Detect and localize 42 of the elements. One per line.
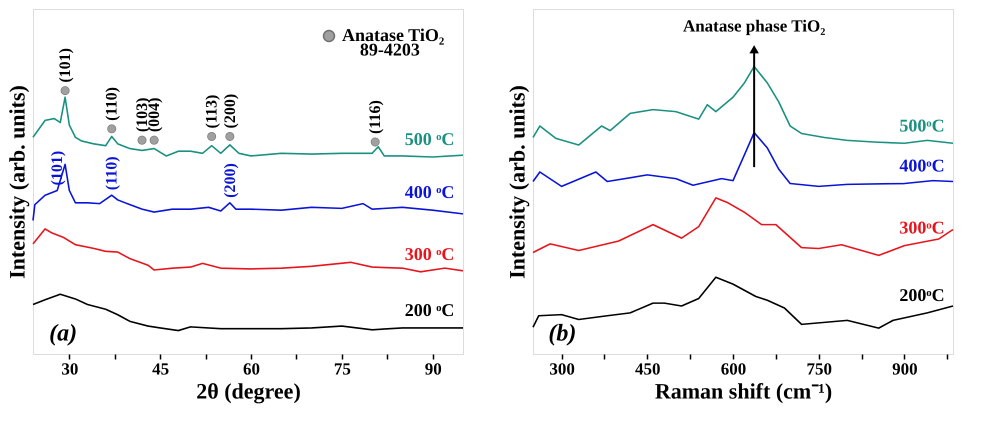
annotation: (116) [367,100,384,134]
series-label: 400 ᵒC [404,182,454,202]
x-tick-label: 750 [806,360,832,378]
legend-label: Anatase TiO₂ [342,25,444,45]
annotation: (103) [134,97,152,132]
annotation: (200) [222,94,239,128]
annotation: Anatase phase TiO₂ [682,16,826,36]
annotation: (113) [204,94,221,128]
point [60,86,70,96]
annotation: (101) [49,150,66,186]
annotation: (b) [548,320,576,346]
x-tick-label: 450 [635,360,661,378]
series-label: 400ᵒC [899,156,945,176]
point [207,132,216,141]
x-axis-title: 2θ (degree) [196,378,301,404]
x-tick-label: 60 [243,360,260,378]
x-tick-label: 600 [720,360,746,378]
x-tick-label: 300 [549,360,575,378]
series-label: 500 ᵒC [404,129,454,150]
series-label: 200ᵒC [899,284,945,305]
x-tick-label: 45 [152,360,170,378]
annotation: (200) [222,163,239,198]
point [370,138,380,146]
annotation: (110) [104,87,121,121]
series-label: 500ᵒC [899,115,945,136]
annotation: (110) [104,156,121,190]
x-tick-label: 30 [61,360,78,378]
x-tick-label: 90 [424,360,442,378]
x-tick-label: 900 [892,360,918,378]
x-tick-label: 75 [334,360,351,378]
series-label: 300ᵒC [899,218,945,238]
annotation: (a) [49,320,78,346]
point [107,124,116,134]
y-axis-title: Intensity (arb. units) [4,85,30,279]
series-label: 200 ᵒC [404,300,454,320]
series-label: 300 ᵒC [404,244,454,264]
annotation: (101) [57,48,74,83]
x-axis-title: Raman shift (cm⁻¹) [654,378,832,404]
point [138,136,146,145]
point [150,136,159,145]
y-axis-title: Intensity (arb. units) [504,85,530,279]
point [225,132,234,141]
